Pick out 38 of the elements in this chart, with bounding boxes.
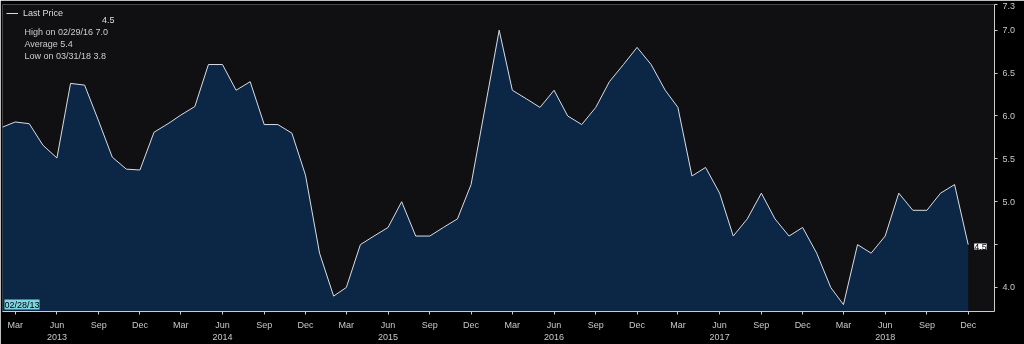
x-tick-label: Dec — [960, 319, 977, 330]
annotation: 4.5 — [974, 241, 987, 252]
x-tick-label: Jun 2018 — [875, 319, 896, 342]
annotation: Average 5.4 — [24, 38, 73, 49]
y-tick-label: 7.0 — [1002, 25, 1016, 36]
x-tick-label: Jun 2014 — [212, 319, 233, 342]
y-tick-label: 5.5 — [1002, 153, 1016, 164]
x-tick-label: Sep — [421, 319, 438, 330]
y-tick-label: 6.5 — [1002, 68, 1016, 79]
x-tick-label: Mar — [173, 319, 189, 330]
x-tick-label: Mar — [338, 319, 355, 330]
annotation: 4.5 — [101, 14, 115, 25]
annotation: 02/28/13 — [4, 299, 40, 310]
x-tick-label: Dec — [629, 319, 646, 330]
x-tick-label: Sep — [587, 319, 604, 330]
x-tick-label: Jun 2015 — [378, 319, 399, 342]
x-tick-label: Mar — [670, 319, 686, 330]
x-tick-label: Dec — [131, 319, 149, 330]
y-tick-label: 4.0 — [1002, 282, 1016, 293]
x-tick-label: Dec — [794, 319, 812, 330]
x-tick-label: Dec — [297, 319, 314, 330]
annotation: Low on 03/31/18 3.8 — [24, 50, 107, 61]
x-tick-label: Dec — [463, 319, 480, 330]
y-tick-label: 7.3 — [1002, 0, 1016, 11]
x-tick-label: Jun 2017 — [709, 319, 730, 342]
y-tick-label: 6.0 — [1002, 110, 1016, 121]
y-tick-label: 5.0 — [1002, 196, 1016, 207]
x-tick-label: Sep — [753, 319, 770, 330]
x-tick-label: Jun 2016 — [544, 319, 565, 342]
annotation: High on 02/29/16 7.0 — [24, 26, 109, 37]
x-tick-label: Jun 2013 — [46, 319, 67, 342]
legend-label: Last Price — [23, 8, 64, 18]
x-tick-label: Sep — [918, 319, 935, 330]
x-tick-label: Sep — [256, 319, 273, 330]
x-tick-label: Sep — [90, 319, 107, 330]
x-tick-label: Mar — [504, 319, 521, 330]
x-tick-label: Mar — [835, 319, 852, 330]
x-tick-label: Mar — [7, 319, 23, 330]
